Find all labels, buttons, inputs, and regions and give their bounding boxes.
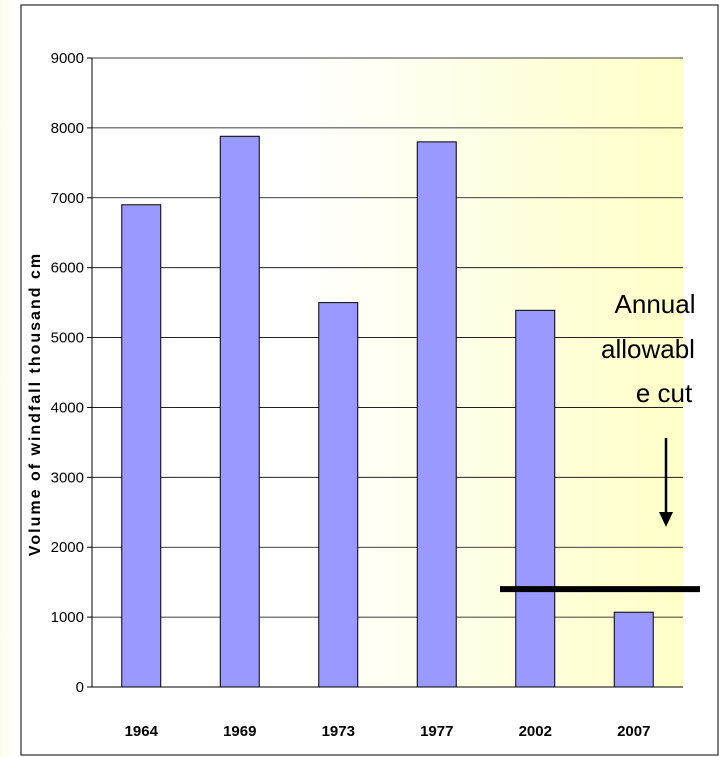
x-tick-label: 1969 — [223, 723, 256, 740]
bar-1973 — [318, 302, 359, 688]
y-tick-labels: 0 1000 2000 3000 4000 5000 6000 7000 8000 9000 — [51, 50, 92, 696]
x-tick-label: 1964 — [125, 723, 159, 740]
bar-1969 — [219, 135, 260, 688]
plot-area — [92, 58, 683, 687]
annotation-arrow-head — [659, 512, 673, 527]
y-tick-label: 6000 — [51, 260, 84, 277]
x-tick-label: 2002 — [519, 723, 552, 740]
y-tick-label: 2000 — [51, 539, 84, 556]
annotation-line-2: allowabl — [601, 334, 695, 364]
y-tick-label: 0 — [76, 679, 84, 696]
page-edge-accent — [0, 0, 20, 757]
y-tick-label: 4000 — [51, 399, 84, 416]
bar-1977 — [416, 141, 457, 688]
y-tick-label: 5000 — [51, 330, 84, 347]
y-tick-label: 7000 — [51, 190, 84, 207]
annotation-line-3: e cut — [636, 378, 693, 408]
y-tick-label: 9000 — [51, 50, 84, 67]
x-tick-labels: 1964 1969 1973 1977 2002 2007 — [125, 723, 651, 740]
bar-2007 — [613, 611, 654, 688]
x-tick-label: 1973 — [322, 723, 355, 740]
y-tick-label: 1000 — [51, 609, 84, 626]
x-tick-label: 1977 — [420, 723, 453, 740]
y-tick-label: 8000 — [51, 120, 84, 137]
bar-2002 — [515, 309, 556, 688]
y-tick-label: 3000 — [51, 469, 84, 486]
y-axis-title: Volume of windfall thousand cm — [27, 252, 44, 556]
annotation-line-1: Annual — [615, 289, 696, 319]
x-tick-label: 2007 — [617, 723, 650, 740]
bar-1964 — [121, 204, 162, 688]
